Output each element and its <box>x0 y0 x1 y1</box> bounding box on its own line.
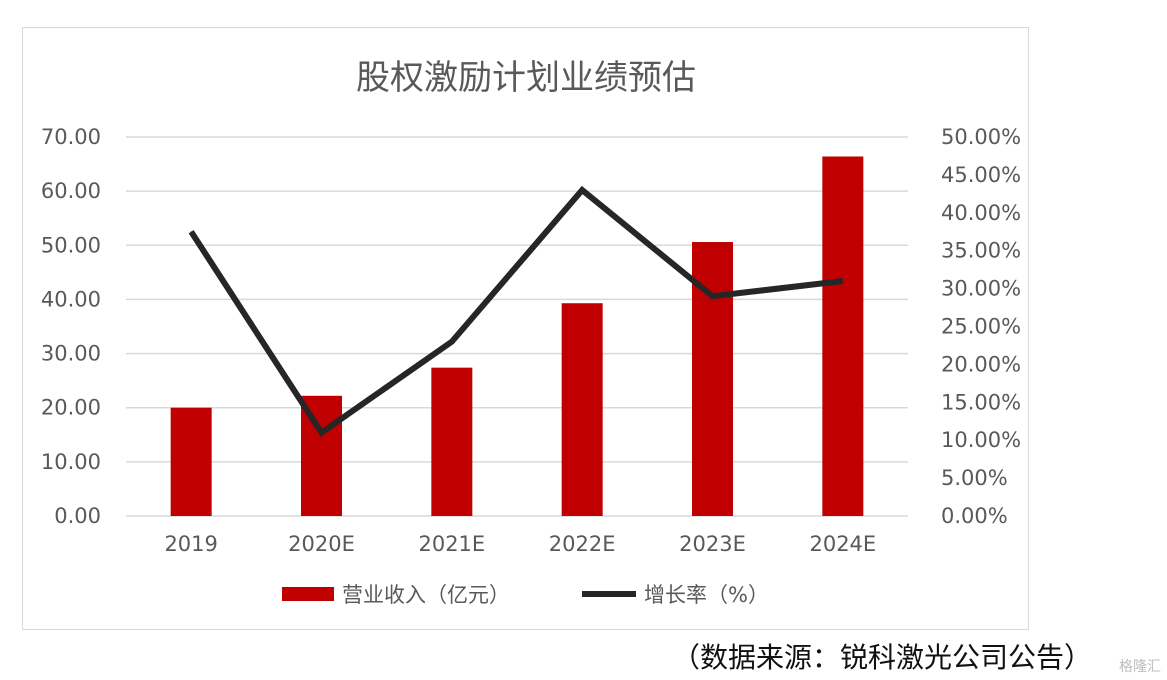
left-tick-label: 20.00 <box>41 396 101 420</box>
right-tick-label: 0.00% <box>941 504 1008 528</box>
left-tick-label: 50.00 <box>41 233 101 257</box>
category-label: 2022E <box>549 532 616 556</box>
right-tick-label: 25.00% <box>941 315 1021 339</box>
growth-point <box>451 341 453 343</box>
right-tick-label: 40.00% <box>941 201 1021 225</box>
right-tick-label: 10.00% <box>941 428 1021 452</box>
left-tick-label: 60.00 <box>41 179 101 203</box>
chart-title: 股权激励计划业绩预估 <box>356 58 696 98</box>
category-labels: 2019 2020E 2021E 2022E 2023E 2024E <box>164 532 876 556</box>
chart-canvas: 股权激励计划业绩预估 0.00 10.00 20.00 30.00 40.00 50.00… <box>41 58 1021 607</box>
legend-label-growth: 增长率（%） <box>644 583 769 607</box>
right-tick-label: 45.00% <box>941 163 1021 187</box>
growth-line <box>188 185 844 437</box>
gridlines <box>126 136 908 517</box>
revenue-bar <box>170 407 212 516</box>
growth-point <box>321 432 322 434</box>
right-tick-label: 20.00% <box>941 352 1021 376</box>
growth-point <box>581 189 583 191</box>
category-label: 2020E <box>288 532 355 556</box>
category-label: 2023E <box>679 532 746 556</box>
legend-label-revenue: 营业收入（亿元） <box>342 583 510 607</box>
growth-point <box>712 295 713 297</box>
growth-point <box>842 280 844 282</box>
chart-frame: 股权激励计划业绩预估 0.00 10.00 20.00 30.00 40.00 50.00… <box>22 27 1029 630</box>
growth-point <box>190 231 192 233</box>
right-tick-label: 5.00% <box>941 466 1008 490</box>
source-note: （数据来源：锐科激光公司公告） <box>672 641 1093 674</box>
revenue-bar <box>431 367 473 516</box>
left-axis-ticks: 0.00 10.00 20.00 30.00 40.00 50.00 60.00 70.00 <box>41 125 101 528</box>
right-tick-label: 35.00% <box>941 239 1021 263</box>
right-axis-ticks: 0.00% 5.00% 10.00% 15.00% 20.00% 25.00% 30.00%… <box>941 125 1021 528</box>
left-tick-label: 0.00 <box>54 504 101 528</box>
category-label: 2021E <box>418 532 485 556</box>
left-tick-label: 30.00 <box>41 342 101 366</box>
legend: 营业收入（亿元） 增长率（%） <box>282 583 769 607</box>
left-tick-label: 40.00 <box>41 287 101 311</box>
right-tick-label: 15.00% <box>941 390 1021 414</box>
category-label: 2024E <box>809 532 876 556</box>
revenue-bar <box>822 156 864 516</box>
watermark: 格隆汇 <box>1119 659 1161 675</box>
left-tick-label: 10.00 <box>41 450 101 474</box>
left-tick-label: 70.00 <box>41 125 101 149</box>
right-tick-label: 30.00% <box>941 277 1021 301</box>
right-tick-label: 50.00% <box>941 125 1021 149</box>
legend-swatch-revenue <box>282 587 334 601</box>
growth-line-path <box>188 185 844 437</box>
revenue-bar <box>561 303 603 516</box>
category-label: 2019 <box>164 532 217 556</box>
